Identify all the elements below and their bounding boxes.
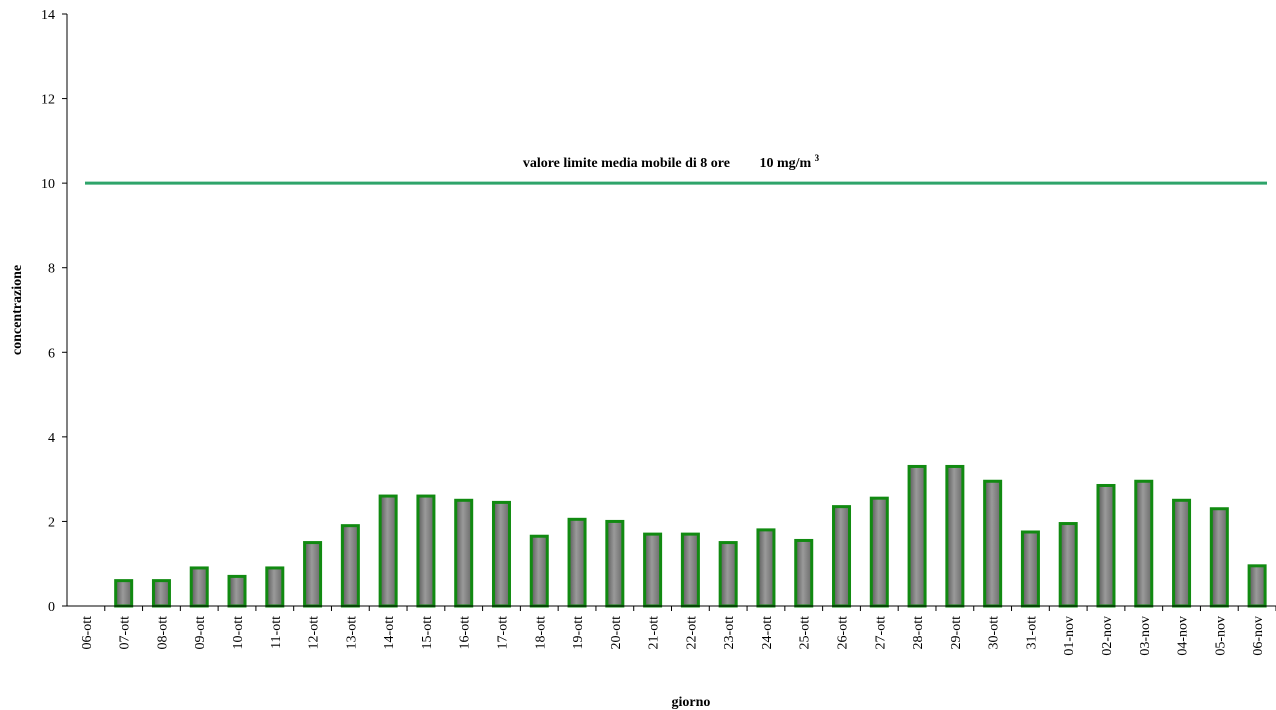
limit-annotation: valore limite media mobile di 8 ore 10 m… — [523, 153, 820, 171]
y-tick-label: 10 — [41, 177, 55, 192]
x-tick-label: 10-ott — [231, 616, 246, 650]
y-tick-label: 14 — [41, 8, 55, 23]
bar — [416, 494, 436, 608]
x-tick-label: 25-ott — [798, 616, 813, 650]
bar — [1096, 483, 1116, 608]
x-tick-label: 08-ott — [155, 616, 170, 650]
x-tick-label: 11-ott — [269, 616, 284, 649]
x-tick-label: 14-ott — [382, 616, 397, 650]
y-tick-label: 4 — [48, 431, 55, 446]
y-axis-title: concentrazione — [10, 265, 25, 355]
x-tick-label: 15-ott — [420, 616, 435, 650]
x-tick-label: 02-nov — [1100, 616, 1115, 656]
x-tick-label: 01-nov — [1062, 616, 1077, 656]
x-tick-label: 19-ott — [571, 616, 586, 650]
bar — [794, 538, 814, 608]
y-tick-label: 6 — [48, 346, 55, 361]
x-tick-label: 06-nov — [1251, 616, 1266, 656]
x-tick-label: 16-ott — [458, 616, 473, 650]
x-tick-label: 21-ott — [647, 616, 662, 650]
bar — [945, 464, 965, 608]
x-tick-label: 04-nov — [1176, 616, 1191, 656]
x-tick-label: 27-ott — [873, 616, 888, 650]
bar — [605, 519, 625, 608]
bar — [567, 517, 587, 608]
bar — [303, 541, 323, 608]
x-tick-label: 26-ott — [836, 616, 851, 650]
bar — [454, 498, 474, 608]
bar-series — [114, 464, 1267, 608]
limit-label-sup: 3 — [815, 153, 820, 163]
bar — [680, 532, 700, 608]
x-tick-label: 05-nov — [1213, 616, 1228, 656]
bar — [378, 494, 398, 608]
x-tick-label: 13-ott — [344, 616, 359, 650]
bar — [1058, 522, 1078, 608]
y-tick-label: 2 — [48, 515, 55, 530]
x-axis-ticks: 06-ott 07-ott 08-ott 09-ott 10-ott 11-ott 12-o… — [80, 606, 1276, 656]
bar — [907, 464, 927, 608]
bar — [114, 579, 134, 608]
x-tick-label: 23-ott — [722, 616, 737, 650]
bar — [151, 579, 171, 608]
bar — [832, 505, 852, 608]
x-tick-label: 07-ott — [118, 616, 133, 650]
limit-label-value: 10 mg/m — [759, 156, 811, 171]
reference-line-group: valore limite media mobile di 8 ore 10 m… — [85, 153, 1267, 185]
bar — [189, 566, 209, 608]
x-tick-label: 29-ott — [949, 616, 964, 650]
limit-label-main: valore limite media mobile di 8 ore — [523, 156, 730, 171]
x-tick-label: 09-ott — [193, 616, 208, 650]
x-tick-label: 22-ott — [684, 616, 699, 650]
y-tick-label: 8 — [48, 262, 55, 277]
y-tick-label: 12 — [41, 93, 55, 108]
bar — [491, 500, 511, 608]
axes — [66, 14, 1276, 607]
x-tick-label: 18-ott — [533, 616, 548, 650]
bar — [869, 496, 889, 608]
x-tick-label: 17-ott — [495, 616, 510, 650]
bar — [756, 528, 776, 608]
bar — [227, 574, 247, 608]
bar — [1134, 479, 1154, 608]
x-tick-label: 20-ott — [609, 616, 624, 650]
y-axis-ticks: 0 2 4 6 8 10 12 14 — [41, 8, 67, 615]
x-tick-label: 30-ott — [987, 616, 1002, 650]
x-tick-label: 31-ott — [1024, 616, 1039, 650]
x-tick-label: 06-ott — [80, 616, 95, 650]
bar — [1209, 507, 1229, 608]
bar — [1020, 530, 1040, 608]
x-tick-label: 24-ott — [760, 616, 775, 650]
bar — [643, 532, 663, 608]
y-tick-label: 0 — [48, 600, 55, 615]
bar — [265, 566, 285, 608]
x-axis-title: giorno — [672, 695, 711, 710]
x-tick-label: 12-ott — [307, 616, 322, 650]
bar — [340, 524, 360, 608]
bar — [983, 479, 1003, 608]
bar — [1247, 564, 1267, 608]
bar — [718, 541, 738, 608]
x-tick-label: 28-ott — [911, 616, 926, 650]
x-tick-label: 03-nov — [1138, 616, 1153, 656]
bar — [1172, 498, 1192, 608]
bar — [529, 534, 549, 608]
